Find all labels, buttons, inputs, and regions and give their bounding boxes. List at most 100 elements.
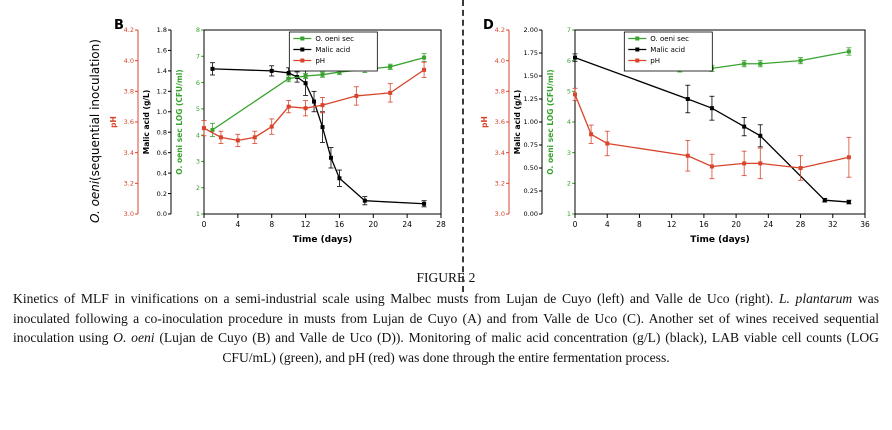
svg-text:1.4: 1.4 [157,67,167,75]
svg-text:3: 3 [567,149,571,157]
svg-text:36: 36 [860,220,870,229]
caption-seg-2-species: L. plantarum [778,291,853,306]
svg-text:24: 24 [764,220,774,229]
svg-text:3.4: 3.4 [495,149,505,157]
panel-divider [462,0,464,292]
svg-text:O. oeni sec LOG (CFU/ml): O. oeni sec LOG (CFU/ml) [546,69,555,174]
svg-text:pH: pH [480,116,489,128]
svg-text:1.00: 1.00 [524,118,538,126]
svg-text:4: 4 [567,118,571,126]
svg-text:2: 2 [567,180,571,188]
svg-text:12: 12 [667,220,677,229]
svg-text:4: 4 [605,220,610,229]
svg-text:1.25: 1.25 [524,95,538,103]
svg-text:3.6: 3.6 [124,118,134,126]
panel-b-row-label: O. oeni (sequential inoculation) [84,6,106,256]
svg-text:4.2: 4.2 [124,26,134,34]
svg-text:4: 4 [235,220,240,229]
svg-text:3.2: 3.2 [124,180,134,188]
svg-text:1.50: 1.50 [524,72,538,80]
svg-text:0.0: 0.0 [157,210,167,218]
caption-seg-1: Kinetics of MLF in vinifications on a se… [13,291,779,306]
figure-caption-title: FIGURE 2 [416,270,476,285]
svg-text:5: 5 [567,88,571,96]
svg-text:28: 28 [796,220,806,229]
svg-text:0: 0 [573,220,578,229]
svg-text:Time (days): Time (days) [690,235,750,245]
svg-text:4.0: 4.0 [124,57,134,65]
caption-seg-5: (Lujan de Cuyo (B) and Valle de Uco (D))… [154,330,879,365]
charts-region: O. oeni (sequential inoculation) B 3.0 3.… [84,0,875,292]
svg-text:3.6: 3.6 [495,118,505,126]
svg-text:8: 8 [637,220,642,229]
svg-text:6: 6 [196,79,200,87]
svg-text:8: 8 [269,220,274,229]
svg-text:3.0: 3.0 [124,210,134,218]
svg-text:Time (days): Time (days) [293,235,353,245]
svg-text:Malic acid: Malic acid [650,46,685,54]
figure-caption-block: FIGURE 2 Kinetics of MLF in vinification… [0,270,892,367]
svg-text:8: 8 [196,26,200,34]
panel-B: O. oeni (sequential inoculation) B 3.0 3.… [84,6,451,256]
svg-text:24: 24 [402,220,412,229]
svg-text:16: 16 [335,220,345,229]
svg-text:32: 32 [828,220,838,229]
row-label-suffix: (sequential inoculation) [88,38,102,181]
svg-text:28: 28 [436,220,446,229]
svg-text:0.00: 0.00 [524,210,538,218]
svg-text:3: 3 [196,158,200,166]
chart-panel-D: 3.0 3.2 3.4 3.6 3.8 4.0 4.2 pH 0.00 0.25 0.50 0.75 1… [480,26,870,245]
svg-text:4: 4 [196,131,200,139]
panel-letter-B: B [114,18,124,33]
svg-text:1.2: 1.2 [157,88,167,96]
svg-text:3.8: 3.8 [124,88,134,96]
svg-text:O. oeni sec: O. oeni sec [315,35,354,43]
svg-text:0: 0 [202,220,207,229]
panel-letter-D: D [483,18,494,33]
svg-text:0.75: 0.75 [524,141,538,149]
svg-text:1.6: 1.6 [157,47,167,55]
svg-text:2.00: 2.00 [524,26,538,34]
panel-D: D 3.0 3.2 3.4 3.6 3.8 4.0 4.2 pH 0.00 0.25 0.50 0.7… [477,6,875,256]
svg-text:3.0: 3.0 [495,210,505,218]
svg-text:pH: pH [650,57,660,65]
svg-text:4.2: 4.2 [495,26,505,34]
caption-seg-3: was inoculated following a co-inoculatio… [13,291,879,346]
chart-panel-B: 3.0 3.2 3.4 3.6 3.8 4.0 4.2 pH 0.0 0.2 0.4 0.6 0.8 1.… [109,26,446,245]
svg-text:0.8: 0.8 [157,128,167,136]
svg-text:6: 6 [567,57,571,65]
svg-text:pH: pH [315,57,325,65]
svg-text:4.0: 4.0 [495,57,505,65]
figure-caption-text: Kinetics of MLF in vinifications on a se… [13,289,879,367]
svg-text:7: 7 [196,52,200,60]
svg-text:pH: pH [109,116,118,128]
svg-text:0.6: 0.6 [157,149,167,157]
svg-text:O. oeni sec: O. oeni sec [650,35,689,43]
svg-text:Malic acid (g/L): Malic acid (g/L) [142,90,151,155]
svg-text:5: 5 [196,105,200,113]
svg-text:1: 1 [567,210,571,218]
svg-text:1.75: 1.75 [524,49,538,57]
svg-text:1: 1 [196,210,200,218]
svg-text:Malic acid: Malic acid [315,46,350,54]
svg-text:1.8: 1.8 [157,26,167,34]
svg-text:12: 12 [301,220,311,229]
svg-text:0.2: 0.2 [157,190,167,198]
row-label-species: O. oeni [88,180,102,224]
svg-text:3.8: 3.8 [495,88,505,96]
svg-text:3.4: 3.4 [124,149,134,157]
svg-text:0.4: 0.4 [157,169,167,177]
svg-text:Malic acid (g/L): Malic acid (g/L) [513,90,522,155]
svg-text:O. oeni sec LOG (CFU/ml): O. oeni sec LOG (CFU/ml) [175,69,184,174]
svg-text:0.25: 0.25 [524,187,538,195]
svg-text:16: 16 [699,220,709,229]
svg-text:1.0: 1.0 [157,108,167,116]
svg-text:7: 7 [567,26,571,34]
svg-text:20: 20 [369,220,379,229]
svg-text:0.50: 0.50 [524,164,538,172]
svg-text:20: 20 [731,220,741,229]
svg-text:3.2: 3.2 [495,180,505,188]
caption-seg-4-species: O. oeni [113,330,155,346]
svg-text:2: 2 [196,184,200,192]
